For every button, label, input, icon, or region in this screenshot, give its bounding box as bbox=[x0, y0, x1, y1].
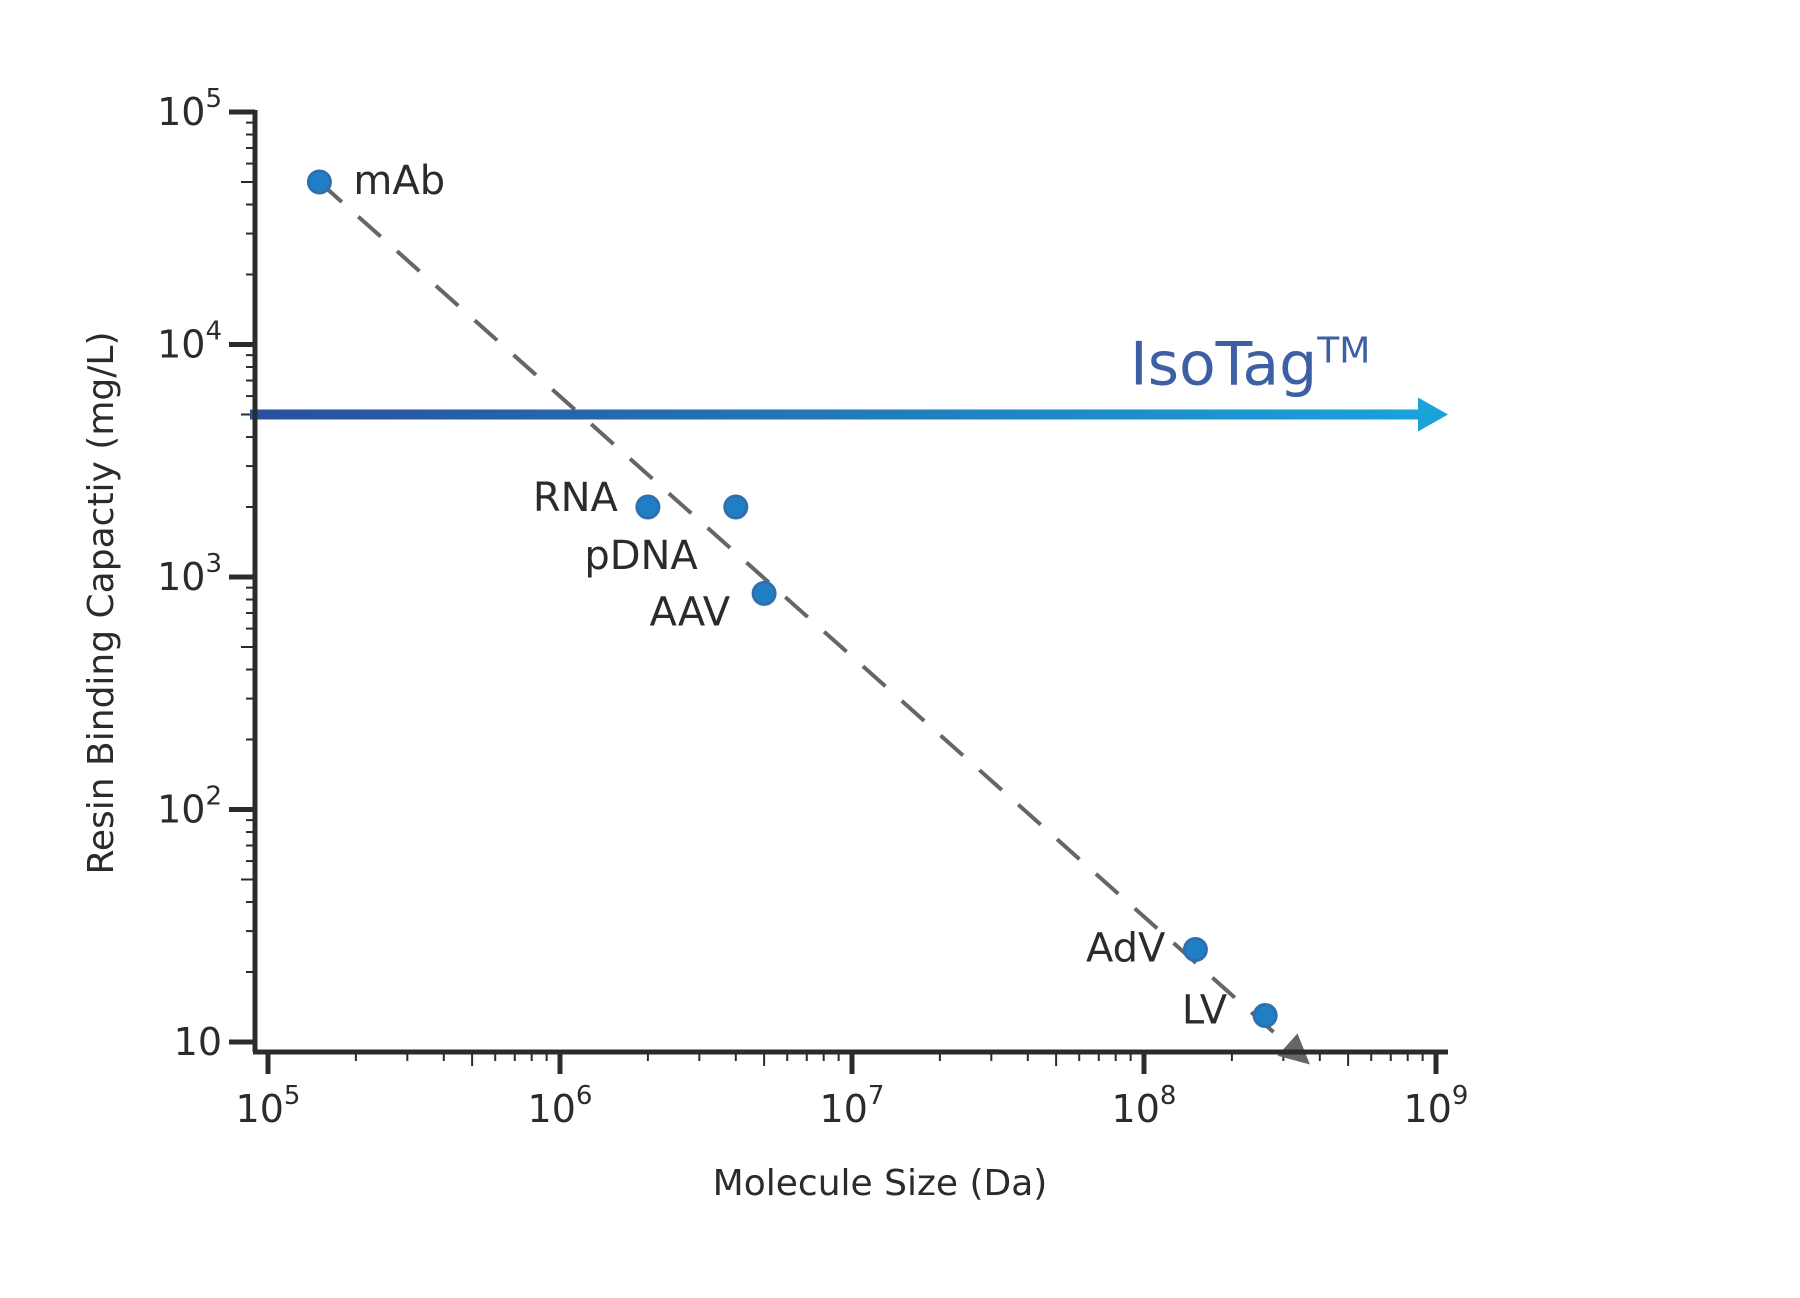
trend-layer bbox=[318, 180, 1310, 1065]
data-point-mab bbox=[306, 169, 332, 195]
y-axis-title: Resin Binding Capactiy (mg/L) bbox=[81, 331, 122, 874]
data-point-lv bbox=[1252, 1003, 1278, 1029]
isotag-layer: IsoTagTM bbox=[250, 329, 1448, 432]
data-point-label: RNA bbox=[533, 475, 619, 521]
axes bbox=[252, 110, 1448, 1055]
x-axis-title: Molecule Size (Da) bbox=[713, 1163, 1048, 1204]
trend-line bbox=[318, 180, 1289, 1047]
y-tick-label: 103 bbox=[157, 549, 222, 599]
tick-marks bbox=[229, 109, 1439, 1074]
x-tick-label: 106 bbox=[528, 1081, 593, 1131]
data-point-label: mAb bbox=[353, 158, 445, 204]
data-point-pdna bbox=[723, 494, 749, 520]
x-tick-label: 107 bbox=[820, 1081, 885, 1131]
isotag-label: IsoTagTM bbox=[1130, 329, 1370, 399]
data-point-label: AdV bbox=[1086, 925, 1166, 971]
data-point-label: LV bbox=[1182, 988, 1228, 1034]
x-tick-label: 105 bbox=[236, 1081, 301, 1131]
x-tick-label: 109 bbox=[1404, 1081, 1469, 1131]
isotag-arrow-line bbox=[250, 409, 1430, 420]
y-tick-label: 10 bbox=[174, 1020, 222, 1064]
y-tick-label: 102 bbox=[157, 782, 222, 832]
x-tick-label: 108 bbox=[1112, 1081, 1177, 1131]
data-point-adv bbox=[1182, 936, 1208, 962]
data-point-aav bbox=[751, 580, 777, 606]
isotag-arrowhead bbox=[1418, 397, 1448, 432]
data-point-label: AAV bbox=[649, 589, 730, 635]
data-points: mAb RNA pDNA AAV AdV LV bbox=[306, 158, 1278, 1034]
y-tick-label: 105 bbox=[157, 84, 222, 134]
tick-labels: 105 106 107 108 109 105 104 103 102 10 bbox=[157, 84, 1468, 1131]
data-point-label: pDNA bbox=[584, 533, 698, 579]
data-point-rna bbox=[635, 494, 661, 520]
y-tick-label: 104 bbox=[157, 317, 222, 367]
trend-arrowhead bbox=[1277, 1033, 1310, 1065]
